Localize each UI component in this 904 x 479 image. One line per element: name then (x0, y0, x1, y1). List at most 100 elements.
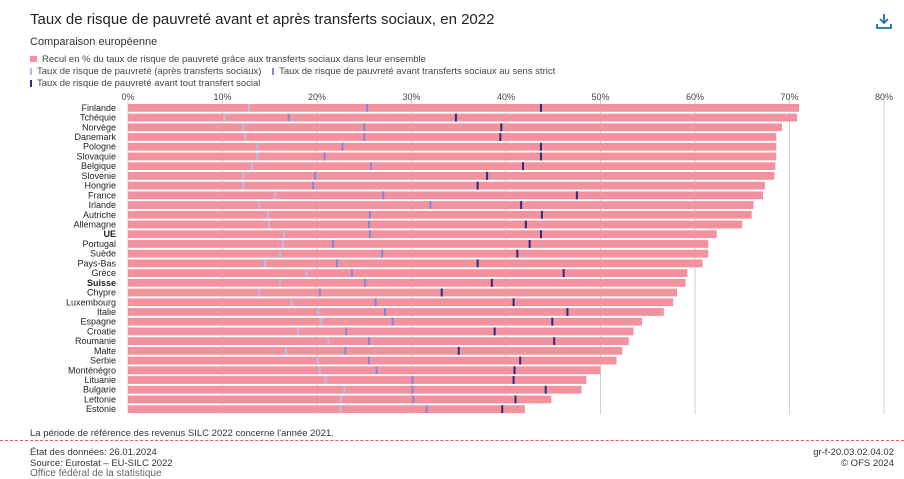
bar (128, 103, 799, 112)
data-date: État des données: 26.01.2024 (30, 447, 157, 458)
category-label: Malte (94, 346, 116, 356)
x-tick-label: 30% (402, 92, 420, 102)
bar (128, 249, 709, 258)
marker-before-strict (391, 317, 394, 326)
x-tick-label: 0% (121, 92, 134, 102)
marker-before-all (513, 366, 516, 375)
marker-before-all (490, 278, 493, 287)
marker-before-strict (344, 346, 347, 355)
legend-swatch-bar (30, 56, 37, 63)
bar (128, 288, 678, 297)
office-name: Office fédéral de la statistique (30, 468, 162, 479)
bar (128, 259, 703, 268)
marker-after-transfers (258, 201, 261, 210)
category-label: Norvège (82, 122, 116, 132)
marker-before-strict (381, 249, 384, 258)
x-tick-label: 50% (591, 92, 609, 102)
category-label: Italie (97, 307, 116, 317)
marker-after-transfers (281, 239, 284, 248)
marker-after-transfers (258, 288, 261, 297)
marker-before-strict (312, 181, 315, 190)
bar (128, 385, 582, 394)
download-icon[interactable] (874, 12, 894, 32)
marker-before-all (539, 103, 542, 112)
category-label: Slovénie (81, 171, 116, 181)
category-label: Irlande (88, 200, 116, 210)
category-label: Suède (90, 249, 116, 259)
marker-before-strict (374, 298, 377, 307)
marker-before-strict (364, 278, 367, 287)
category-label: Lettonie (84, 394, 116, 404)
marker-before-all (544, 385, 547, 394)
x-tick-label: 60% (686, 92, 704, 102)
bar (128, 142, 777, 151)
marker-after-transfers (318, 366, 321, 375)
bar (128, 210, 752, 219)
category-label: Serbie (90, 356, 116, 366)
marker-after-transfers (247, 103, 250, 112)
bar (128, 240, 709, 248)
marker-before-strict (314, 171, 317, 180)
marker-before-all (575, 191, 578, 200)
marker-after-transfers (319, 317, 322, 326)
marker-before-strict (323, 152, 326, 161)
bar (128, 230, 717, 239)
legend-item-strict[interactable]: Taux de risque de pauvreté avant transfe… (272, 66, 555, 78)
bar (128, 220, 743, 229)
legend-swatch-strict (272, 67, 275, 75)
footer-right: gr-f-20.03.02.04.02 © OFS 2024 (813, 447, 894, 469)
marker-before-strict (375, 366, 378, 375)
marker-before-all (486, 171, 489, 180)
marker-after-transfers (242, 171, 245, 180)
marker-before-strict (332, 239, 335, 248)
marker-before-strict (384, 307, 387, 316)
category-label: Belgique (81, 161, 116, 171)
bar-chart: 0% 10% 20% 30% 40% 50% 60% 70% 80% FinlandeTchéqu… (66, 92, 893, 414)
category-label: Pologne (83, 142, 116, 152)
marker-before-strict (367, 220, 370, 229)
marker-before-all (540, 210, 543, 219)
category-label: Autriche (83, 210, 116, 220)
category-label: Grèce (91, 268, 116, 278)
x-tick-label: 80% (875, 92, 893, 102)
chart-legend: Recul en % du taux de risque de pauvreté… (30, 54, 563, 90)
marker-before-all (562, 269, 565, 278)
marker-after-transfers (267, 220, 270, 229)
bar (128, 308, 664, 316)
bar (128, 269, 688, 277)
marker-before-all (566, 307, 569, 316)
marker-after-transfers (339, 405, 342, 414)
marker-after-transfers (242, 123, 245, 132)
marker-before-all (539, 142, 542, 151)
marker-before-strict (363, 123, 366, 132)
legend-item-before[interactable]: Taux de risque de pauvreté avant tout tr… (30, 78, 260, 90)
legend-item-after[interactable]: Taux de risque de pauvreté (après transf… (30, 66, 261, 78)
legend-item-bar[interactable]: Recul en % du taux de risque de pauvreté… (30, 54, 426, 66)
marker-before-strict (341, 142, 344, 151)
marker-before-all (512, 298, 515, 307)
marker-before-all (500, 123, 503, 132)
marker-before-strict (366, 103, 369, 112)
marker-before-all (499, 133, 502, 142)
footer-left: État des données: 26.01.2024 Source: Eur… (30, 447, 173, 469)
x-tick-label: 10% (213, 92, 231, 102)
legend-row-2: Taux de risque de pauvreté (après transf… (30, 66, 563, 78)
marker-before-strict (287, 113, 290, 122)
bar (128, 113, 798, 122)
marker-before-all (528, 239, 531, 248)
bar (128, 356, 617, 365)
category-label: France (88, 190, 116, 200)
x-tick-label: 70% (780, 92, 798, 102)
category-label: Chypre (87, 288, 116, 298)
marker-before-all (520, 201, 523, 210)
bar (128, 405, 525, 414)
category-label: Estonie (86, 404, 116, 414)
bar (128, 317, 643, 326)
reference-note: La période de référence des revenus SILC… (30, 428, 334, 439)
marker-before-all (476, 259, 479, 268)
category-label: UE (103, 229, 116, 239)
category-label: Portugal (82, 239, 116, 249)
x-tick-label: 20% (308, 92, 326, 102)
data-source: Source: Eurostat – EU-SILC 2022 (30, 458, 173, 469)
marker-after-transfers (316, 307, 319, 316)
